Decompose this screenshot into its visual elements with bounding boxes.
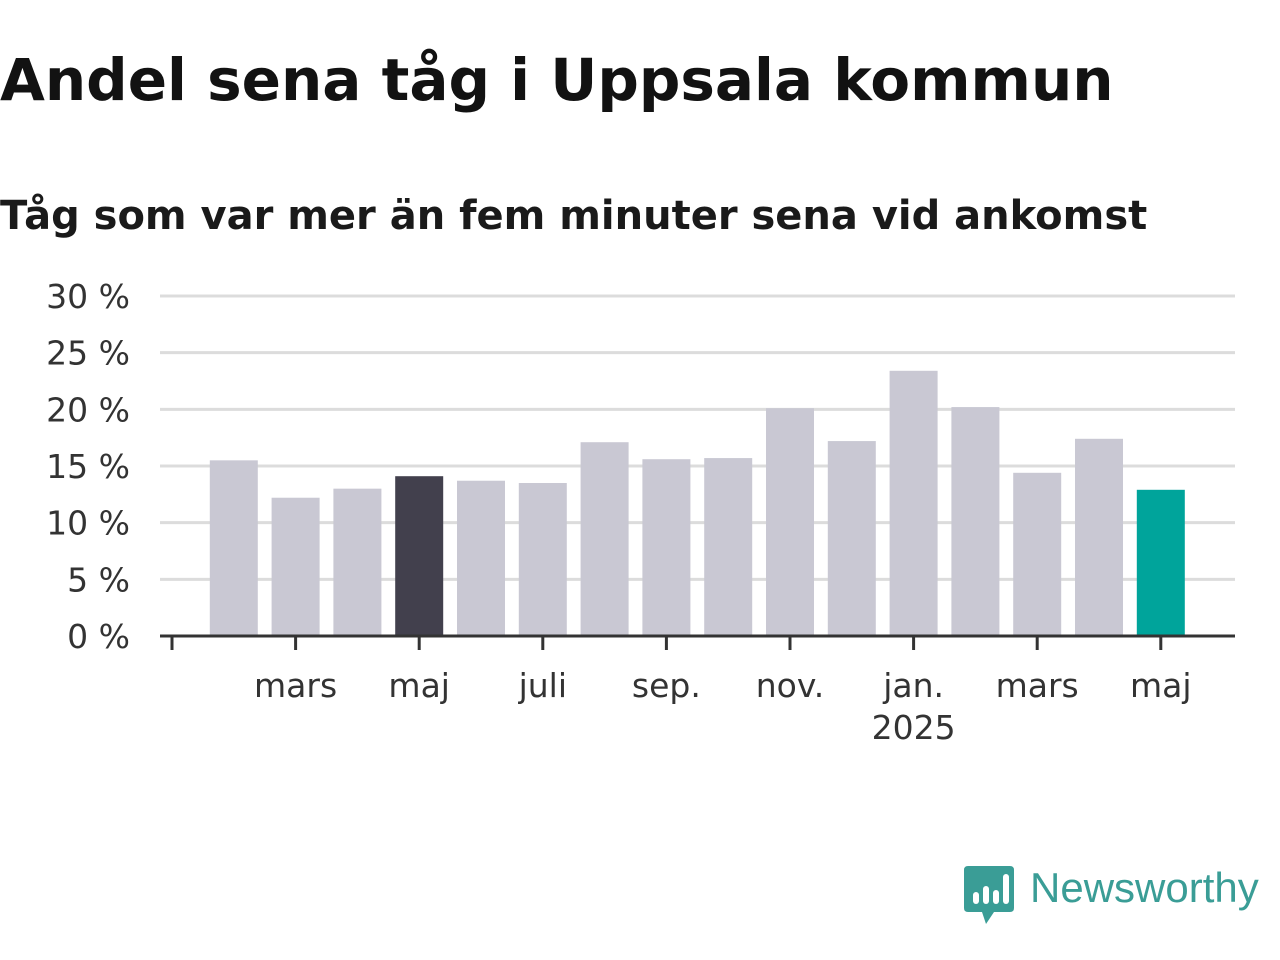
x-tick-label: nov. — [756, 666, 825, 705]
bar — [1136, 489, 1185, 636]
bar — [766, 408, 814, 636]
y-tick-labels: 0 % 5 % 10 % 15 % 20 % 25 % 30 % — [46, 277, 130, 656]
bar — [271, 497, 320, 636]
bar — [704, 458, 753, 636]
bar — [457, 480, 505, 636]
y-tick-label: 20 % — [46, 390, 130, 429]
x-tick-label: sep. — [632, 666, 701, 705]
y-tick-label: 5 % — [67, 560, 130, 599]
y-tick-label: 0 % — [67, 617, 130, 656]
bar — [333, 488, 382, 636]
x-tick-label: juli — [518, 666, 567, 705]
bar — [209, 460, 258, 636]
bar — [1013, 472, 1062, 636]
bar — [1075, 438, 1123, 636]
x-tick-label: maj — [388, 666, 450, 705]
x-axis — [160, 634, 1235, 650]
bar — [580, 442, 629, 636]
bar — [951, 407, 1000, 636]
bar-chart-speech-bubble-icon — [964, 866, 1014, 924]
chart-subtitle: Tåg som var mer än fem minuter sena vid … — [0, 193, 1148, 239]
y-tick-label: 30 % — [46, 277, 130, 316]
x-tick-labels: mars maj juli sep. nov. jan.2025 mars maj — [254, 666, 1192, 747]
x-tick-label: jan. — [882, 666, 944, 705]
y-tick-label: 25 % — [46, 334, 130, 373]
y-tick-label: 10 % — [46, 504, 130, 543]
chart-title: Andel sena tåg i Uppsala kommun — [0, 46, 1114, 114]
brand-logo: Newsworthy — [964, 862, 1259, 928]
bar — [889, 370, 938, 636]
bar — [518, 483, 567, 636]
gridlines — [160, 294, 1235, 581]
x-tick-label: mars — [254, 666, 337, 705]
bar — [395, 476, 444, 636]
x-tick-label: mars — [996, 666, 1079, 705]
brand-name: Newsworthy — [1030, 864, 1259, 911]
bars — [209, 370, 1185, 636]
x-tick-label: 2025 — [872, 708, 956, 747]
bar — [827, 441, 876, 636]
x-tick-label: maj — [1130, 666, 1192, 705]
y-tick-label: 15 % — [46, 447, 130, 486]
bar — [642, 459, 691, 636]
